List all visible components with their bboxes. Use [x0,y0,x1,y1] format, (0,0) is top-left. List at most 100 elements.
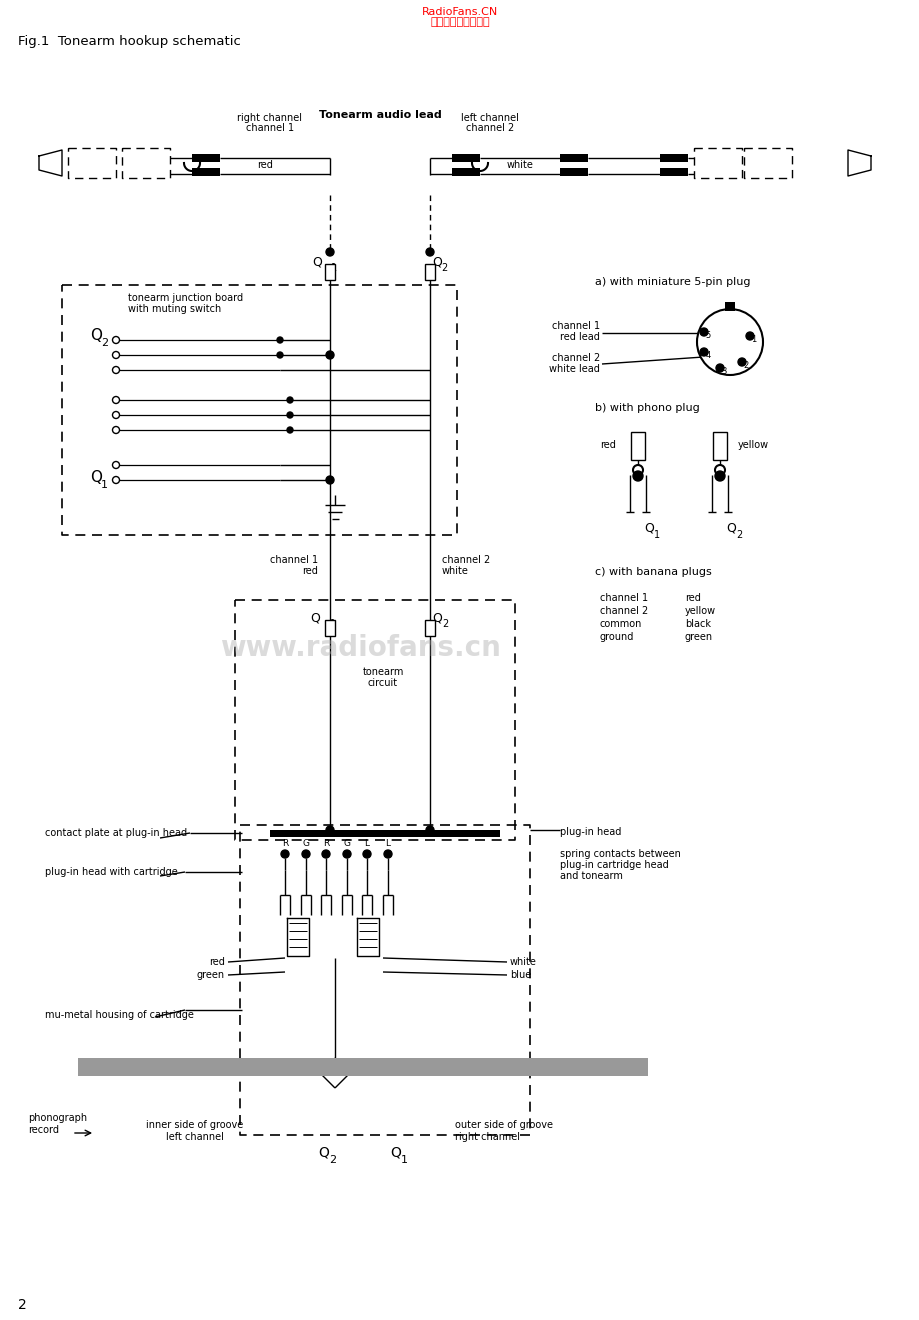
Text: 1: 1 [331,263,336,273]
Text: www.radiofans.cn: www.radiofans.cn [220,634,500,663]
Text: red: red [301,566,318,576]
Circle shape [112,426,119,433]
Circle shape [745,333,754,341]
Circle shape [287,412,292,418]
Bar [560,154,587,162]
Bar [712,432,726,459]
Text: ground: ground [599,632,634,642]
Bar [630,432,644,459]
Bar [192,168,220,176]
Circle shape [714,465,724,475]
Text: channel 1: channel 1 [599,593,647,603]
Circle shape [280,850,289,858]
Text: left channel: left channel [460,114,518,123]
Bar [192,154,220,162]
Text: 2: 2 [441,619,448,630]
Circle shape [632,471,642,480]
Text: R: R [281,838,288,847]
Bar [324,620,335,636]
Text: inner side of groove: inner side of groove [146,1119,244,1130]
Text: Q: Q [318,1144,328,1159]
Text: 3: 3 [720,367,726,376]
Circle shape [112,396,119,404]
Text: common: common [599,619,641,630]
Text: white lead: white lead [549,364,599,374]
Circle shape [322,850,330,858]
Text: record: record [28,1125,59,1135]
Circle shape [425,826,434,834]
Bar [425,620,435,636]
Text: red: red [256,160,273,170]
Text: Q: Q [725,521,735,535]
Text: and tonearm: and tonearm [560,871,622,880]
Text: Q: Q [432,256,441,268]
Text: red: red [209,957,225,968]
Text: 1: 1 [330,619,335,630]
Circle shape [112,462,119,469]
Text: spring contacts between: spring contacts between [560,849,680,859]
Text: channel 2: channel 2 [465,123,514,133]
Circle shape [287,397,292,403]
Circle shape [714,471,724,480]
Text: Q: Q [310,611,320,624]
Text: Q: Q [90,329,102,343]
Bar [324,264,335,280]
Circle shape [112,351,119,359]
Text: 2: 2 [440,263,447,273]
Circle shape [425,248,434,256]
Text: 1: 1 [751,335,755,345]
Text: green: green [197,970,225,979]
Circle shape [325,477,334,484]
Text: L: L [385,838,390,847]
Text: R: R [323,838,329,847]
Text: Q: Q [90,470,102,486]
Circle shape [699,327,708,337]
Text: 2: 2 [329,1155,335,1166]
Text: white: white [506,160,533,170]
Text: with muting switch: with muting switch [128,304,221,314]
Text: G: G [343,838,350,847]
Text: channel 1: channel 1 [551,321,599,331]
Circle shape [632,465,642,475]
Circle shape [325,826,334,834]
Text: channel 1: channel 1 [245,123,294,133]
Text: c) with banana plugs: c) with banana plugs [595,568,711,577]
Bar [451,154,480,162]
Text: blue: blue [509,970,530,979]
Text: 2: 2 [735,531,742,540]
Bar [659,168,687,176]
Circle shape [699,348,708,356]
Bar [78,1059,647,1076]
Text: 1: 1 [401,1155,407,1166]
Text: red: red [599,440,615,450]
Circle shape [301,850,310,858]
Text: white: white [441,566,469,576]
Text: red lead: red lead [560,333,599,342]
Text: channel 2: channel 2 [441,554,490,565]
Text: Q: Q [643,521,653,535]
Text: left channel: left channel [166,1133,223,1142]
Text: circuit: circuit [368,678,398,688]
Text: 5: 5 [705,331,709,341]
Text: mu-metal housing of cartridge: mu-metal housing of cartridge [45,1010,194,1020]
Text: Q: Q [312,256,322,268]
Text: tonearm: tonearm [362,667,403,677]
Text: yellow: yellow [737,440,768,450]
Bar [425,264,435,280]
Text: right channel: right channel [455,1133,519,1142]
Circle shape [383,850,391,858]
Text: a) with miniature 5-pin plug: a) with miniature 5-pin plug [595,277,750,286]
Text: b) with phono plug: b) with phono plug [595,403,699,413]
Text: plug-in cartridge head: plug-in cartridge head [560,861,668,870]
Text: contact plate at plug-in head: contact plate at plug-in head [45,828,187,838]
Text: outer side of groove: outer side of groove [455,1119,552,1130]
Text: 1: 1 [653,531,660,540]
Text: black: black [685,619,710,630]
Text: channel 2: channel 2 [551,352,599,363]
Text: 1: 1 [101,480,108,490]
Text: red: red [685,593,700,603]
Text: 4: 4 [705,351,709,360]
Bar [659,154,687,162]
Circle shape [737,358,745,366]
Text: green: green [685,632,712,642]
